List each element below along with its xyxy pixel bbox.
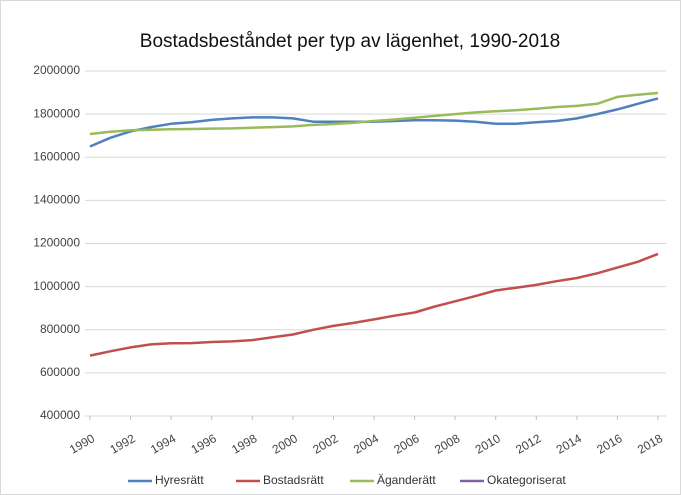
series-line (89, 91, 659, 136)
y-tick-label: 1800000 (33, 106, 80, 120)
y-tick-label: 800000 (40, 322, 80, 336)
y-tick-label: 2000000 (33, 63, 80, 77)
legend-label: Okategoriserat (487, 473, 566, 487)
y-tick-label: 400000 (40, 408, 80, 422)
series-line (89, 252, 659, 357)
y-tick-label: 1000000 (33, 279, 80, 293)
y-tick-label: 1200000 (33, 236, 80, 250)
y-tick-label: 1400000 (33, 193, 80, 207)
y-tick-label: 1600000 (33, 149, 80, 163)
chart-title: Bostadsbeståndet per typ av lägenhet, 19… (140, 31, 560, 52)
legend-label: Hyresrätt (155, 473, 204, 487)
y-tick-label: 600000 (40, 365, 80, 379)
legend-label: Bostadsrätt (263, 473, 324, 487)
legend-label: Äganderätt (377, 473, 436, 487)
